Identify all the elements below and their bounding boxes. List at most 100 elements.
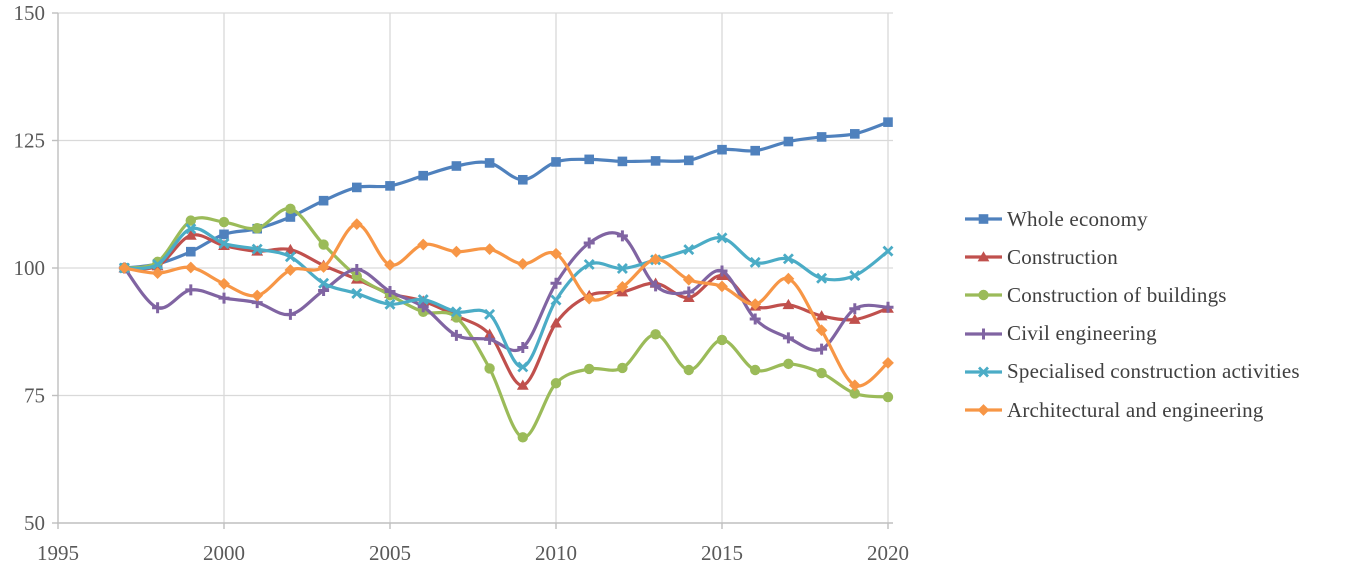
data-point-diamond-marker — [848, 379, 861, 392]
y-axis-tick-label: 50 — [24, 511, 45, 535]
legend-item-civil-engineering: Civil engineering — [964, 315, 1300, 353]
legend-diamond-marker-icon — [965, 404, 1002, 416]
data-point-x-marker — [882, 245, 894, 257]
legend-diamond-glyph — [977, 404, 990, 416]
data-point-plus-marker — [782, 332, 794, 344]
data-point-diamond-marker — [616, 280, 629, 293]
legend-label: Civil engineering — [1007, 321, 1157, 346]
data-point-diamond-marker — [218, 277, 230, 290]
data-point-x-marker — [384, 298, 396, 310]
data-point-square-marker — [518, 174, 528, 185]
data-point-circle-marker — [617, 362, 628, 374]
legend-label: Specialised construction activities — [1007, 359, 1300, 384]
data-point-square-marker — [783, 136, 794, 147]
data-point-x-marker — [583, 258, 595, 270]
data-point-circle-marker — [351, 270, 362, 282]
legend-item-construction: Construction — [964, 238, 1300, 276]
data-point-diamond-marker — [450, 245, 463, 258]
data-point-plus-marker — [650, 280, 662, 292]
data-point-diamond-marker — [350, 218, 363, 231]
data-point-x-marker — [517, 361, 529, 373]
data-point-triangle-marker — [848, 313, 861, 324]
data-point-square-marker — [285, 212, 296, 222]
data-point-x-marker — [284, 251, 296, 263]
data-point-diamond-marker — [550, 247, 562, 260]
data-point-circle-marker — [783, 358, 794, 370]
data-point-plus-marker — [517, 342, 529, 354]
legend-square-marker-icon — [965, 214, 1002, 224]
data-point-circle-marker — [750, 364, 761, 376]
x-axis-tick-label: 1995 — [37, 541, 79, 565]
legend-label: Construction — [1007, 244, 1118, 269]
data-point-diamond-marker — [384, 259, 396, 271]
data-point-plus-marker — [218, 292, 230, 304]
data-point-x-marker — [849, 270, 861, 282]
data-point-square-marker — [584, 154, 594, 165]
data-point-x-marker — [318, 277, 330, 289]
data-point-circle-marker — [185, 215, 196, 226]
data-point-triangle-marker — [284, 243, 297, 255]
data-point-square-marker — [617, 156, 628, 167]
data-point-triangle-marker — [184, 229, 197, 240]
data-point-triangle-marker — [550, 317, 562, 328]
data-point-plus-marker — [284, 308, 296, 320]
legend-label: Whole economy — [1007, 206, 1148, 231]
data-point-diamond-marker — [716, 280, 728, 293]
data-point-x-marker — [218, 238, 230, 250]
legend-x-glyph — [978, 366, 989, 378]
data-point-square-marker — [684, 155, 694, 166]
data-point-circle-marker — [318, 239, 329, 250]
data-point-square-marker — [318, 195, 329, 206]
data-point-circle-marker — [218, 216, 230, 228]
data-point-square-marker — [385, 181, 395, 191]
data-point-diamond-marker — [516, 258, 529, 270]
x-axis-tick-label: 2000 — [203, 541, 245, 565]
y-axis-tick-label: 150 — [14, 1, 46, 25]
data-point-square-marker — [186, 246, 196, 257]
y-axis-tick-label: 125 — [14, 129, 46, 153]
legend-item-specialised-construction: Specialised construction activities — [964, 353, 1300, 391]
data-point-diamond-marker — [782, 272, 795, 285]
x-axis-tick-label: 2010 — [535, 541, 577, 565]
data-point-square-marker — [816, 132, 827, 142]
data-point-diamond-marker — [284, 264, 297, 276]
legend-item-whole-economy: Whole economy — [964, 200, 1300, 238]
data-point-plus-marker — [351, 264, 363, 276]
data-point-x-marker — [152, 258, 164, 270]
data-point-circle-marker — [584, 363, 595, 375]
data-point-plus-marker — [417, 301, 429, 313]
data-point-diamond-marker — [649, 253, 662, 266]
data-point-x-marker — [351, 288, 363, 299]
data-point-circle-marker — [849, 388, 860, 399]
data-point-plus-marker — [152, 302, 164, 314]
data-point-diamond-marker — [882, 356, 894, 369]
data-point-diamond-marker — [251, 289, 264, 302]
data-point-plus-marker — [882, 301, 894, 313]
chart-legend: Whole economy Construction Construction … — [964, 200, 1300, 429]
legend-circle-glyph — [978, 290, 989, 301]
data-point-plus-marker — [550, 277, 562, 289]
data-point-x-marker — [550, 294, 562, 306]
data-point-square-marker — [750, 145, 760, 156]
x-axis-tick-label: 2015 — [701, 541, 743, 565]
x-axis-tick-label: 2005 — [369, 541, 411, 565]
legend-label: Architectural and engineering — [1007, 397, 1264, 422]
data-point-square-marker — [352, 182, 362, 193]
data-point-diamond-marker — [417, 238, 430, 251]
y-axis-tick-label: 75 — [24, 384, 45, 408]
legend-circle-marker-icon — [965, 290, 1002, 301]
data-point-diamond-marker — [815, 324, 828, 337]
data-point-square-marker — [551, 157, 561, 167]
legend-label: Construction of buildings — [1007, 282, 1227, 307]
data-point-circle-marker — [252, 223, 263, 234]
data-point-x-marker — [417, 294, 429, 306]
data-point-diamond-marker — [317, 261, 330, 273]
data-point-plus-marker — [384, 285, 396, 297]
data-point-square-marker — [850, 129, 860, 139]
data-point-diamond-marker — [749, 298, 762, 311]
data-point-plus-marker — [816, 343, 828, 355]
data-point-x-marker — [716, 232, 728, 244]
legend-triangle-glyph — [977, 251, 990, 262]
